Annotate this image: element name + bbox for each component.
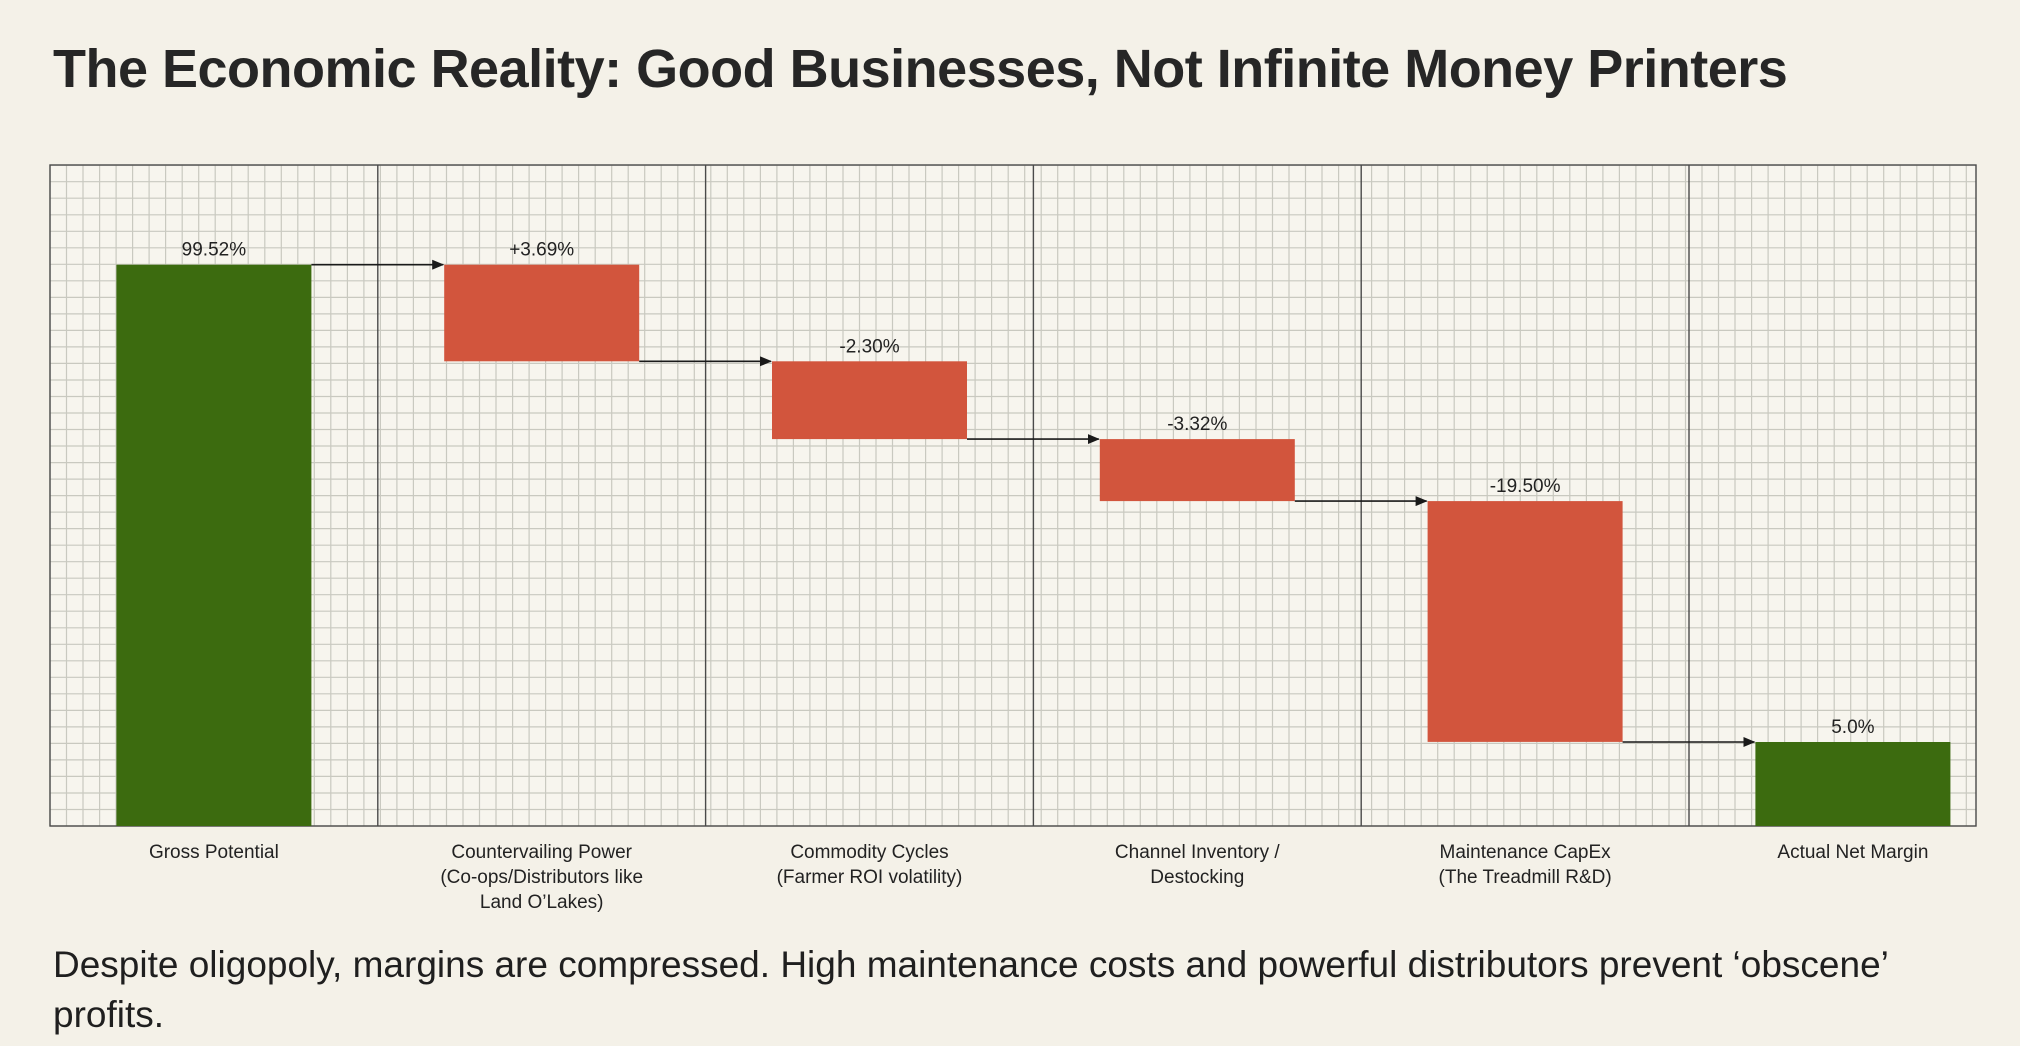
bar-value-label: -2.30% [839, 336, 899, 357]
total-bar [116, 264, 312, 826]
bar-value-label: 99.52% [182, 240, 247, 261]
step-bar [1427, 501, 1623, 742]
bar-value-label: -3.32% [1167, 414, 1227, 435]
category-label: (Farmer ROI volatility) [777, 867, 963, 888]
caption-text: Despite oligopoly, margins are compresse… [53, 944, 1888, 1035]
step-bar [444, 264, 640, 362]
category-label: Commodity Cycles [790, 842, 948, 863]
total-bar [1755, 742, 1951, 826]
category-label: Actual Net Margin [1777, 842, 1928, 863]
bar-value-label: +3.69% [509, 240, 574, 261]
bar-value-label: -19.50% [1490, 476, 1561, 497]
category-label: Land O’Lakes) [480, 892, 604, 913]
category-label: (Co-ops/Distributors like [440, 867, 643, 888]
plot-border [49, 164, 1977, 827]
category-label: Gross Potential [149, 842, 279, 863]
bar-value-label: 5.0% [1831, 717, 1874, 738]
major-grid [377, 165, 1690, 826]
category-label: Countervailing Power [451, 842, 632, 863]
step-bar [1099, 439, 1295, 502]
step-bar [772, 361, 967, 440]
category-label: Maintenance CapEx [1440, 842, 1612, 863]
category-label: Destocking [1150, 867, 1244, 888]
category-label: Channel Inventory / [1115, 842, 1280, 863]
category-label: (The Treadmill R&D) [1439, 867, 1612, 888]
chart-title: The Economic Reality: Good Businesses, N… [53, 39, 1788, 99]
